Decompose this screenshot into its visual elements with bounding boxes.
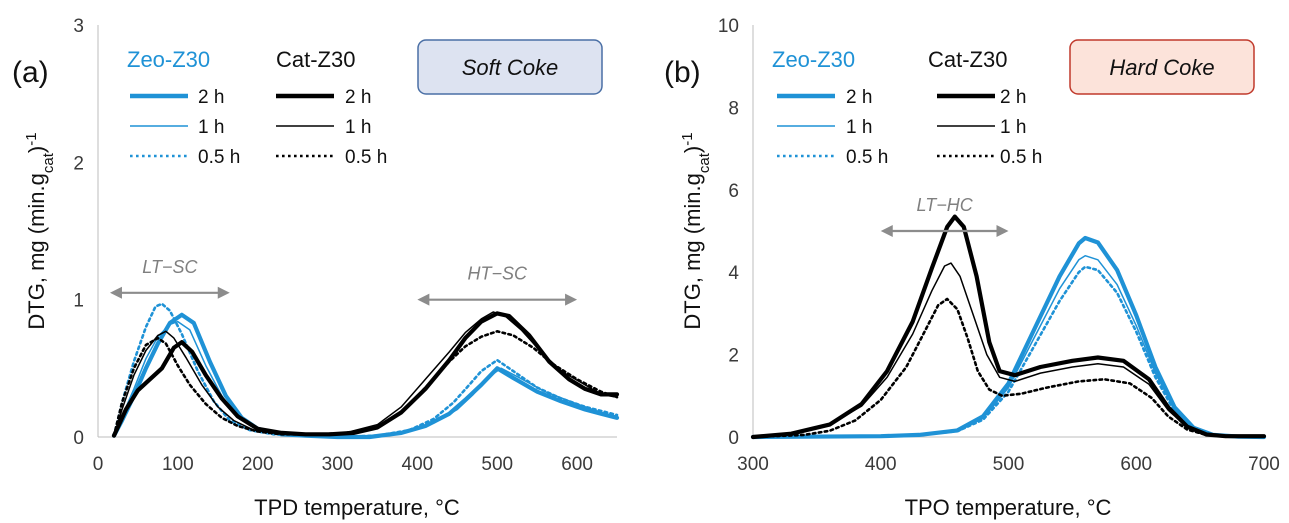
series-zeo-2h — [111, 312, 620, 440]
x-tick-label: 0 — [93, 454, 104, 475]
y-tick-label: 1 — [73, 291, 84, 312]
series-cat-2h — [750, 214, 1267, 440]
x-tick-label: 200 — [242, 454, 274, 475]
series-zeo-1h — [113, 320, 618, 438]
y-axis-label: DTG, mg (min.gcat)-1 — [23, 132, 57, 329]
series-zeo-2h — [750, 235, 1267, 440]
y-tick-label: 6 — [728, 181, 739, 202]
y-tick-label: 4 — [728, 263, 739, 284]
annotation-arrowhead-left — [417, 293, 430, 306]
panel-label: (b) — [664, 56, 701, 89]
annotations: LT−HC — [880, 195, 1009, 237]
series-cat-1h — [752, 262, 1265, 438]
y-axis-label-tail: ) — [680, 146, 705, 153]
legend-label-cat-05h: 0.5 h — [345, 147, 387, 168]
soft-coke-box — [417, 39, 603, 95]
hard-coke-label: Hard Coke — [1109, 55, 1214, 80]
legend-label-cat-2h: 2 h — [1000, 87, 1026, 108]
panel-a: 0 1 2 3 0 100 200 300 400 500 600 (a) Zeo-Z30 Cat… — [12, 16, 620, 520]
annotation-arrowhead-right — [217, 286, 230, 299]
x-tick-label: 500 — [993, 454, 1025, 475]
x-tick-label: 400 — [865, 454, 897, 475]
series-lines — [750, 214, 1267, 440]
hard-coke-box — [1069, 39, 1255, 95]
panel-label: (a) — [12, 56, 49, 89]
x-tick-label: 300 — [322, 454, 354, 475]
x-tick-label: 500 — [481, 454, 513, 475]
panel-b: 0 2 4 6 8 10 300 400 500 600 700 (b) Zeo-Z30 Cat-… — [664, 16, 1280, 520]
annotation-arrowhead-left — [109, 286, 122, 299]
x-tick-label: 600 — [561, 454, 593, 475]
x-tick-labels: 0 100 200 300 400 500 600 — [93, 454, 593, 475]
annotation-arrowhead-left — [880, 225, 893, 237]
legend-header-zeo: Zeo-Z30 — [127, 47, 210, 72]
x-axis-label: TPO temperature, °C — [905, 495, 1112, 520]
y-tick-label: 0 — [728, 428, 739, 449]
series-cat-05h — [751, 297, 1266, 439]
y-axis-label-sub: cat — [696, 152, 713, 173]
legend-header-zeo: Zeo-Z30 — [772, 47, 855, 72]
series-zeo-05h — [112, 302, 619, 439]
legend-header-cat: Cat-Z30 — [928, 47, 1007, 72]
x-tick-label: 100 — [162, 454, 194, 475]
y-tick-labels: 0 1 2 3 — [73, 16, 84, 449]
legend-header-cat: Cat-Z30 — [276, 47, 355, 72]
legend-label-zeo-1h: 1 h — [198, 117, 224, 138]
y-tick-label: 10 — [718, 16, 739, 37]
legend-label-cat-1h: 1 h — [345, 117, 371, 138]
legend-label-cat-05h: 0.5 h — [1000, 147, 1042, 168]
legend-label-zeo-05h: 0.5 h — [846, 147, 888, 168]
series-lines — [111, 302, 620, 440]
legend-label-cat-1h: 1 h — [1000, 117, 1026, 138]
legend-label-cat-2h: 2 h — [345, 87, 371, 108]
annotation-label: LT−HC — [917, 195, 974, 215]
x-tick-label: 600 — [1120, 454, 1152, 475]
annotation-arrowhead-right — [565, 293, 578, 306]
legend-label-zeo-2h: 2 h — [846, 87, 872, 108]
y-tick-label: 8 — [728, 98, 739, 119]
y-axis-label: DTG, mg (min.gcat)-1 — [679, 132, 713, 329]
y-axis-label-tail: ) — [24, 146, 49, 153]
y-tick-labels: 0 2 4 6 8 10 — [718, 16, 740, 449]
legend-label-zeo-2h: 2 h — [198, 87, 224, 108]
legend-label-zeo-05h: 0.5 h — [198, 147, 240, 168]
y-axis-label-sub: cat — [40, 152, 57, 173]
annotation-label: LT−SC — [142, 257, 198, 277]
y-tick-label: 2 — [728, 346, 739, 367]
annotations: LT−SC HT−SC — [109, 257, 578, 306]
y-axis-label-main: DTG, mg (min.g — [680, 173, 705, 329]
x-tick-label: 700 — [1248, 454, 1280, 475]
annotation-label: HT−SC — [467, 264, 528, 284]
x-tick-label: 300 — [737, 454, 769, 475]
y-tick-label: 2 — [73, 153, 84, 174]
y-axis-label-sup: -1 — [23, 132, 40, 145]
x-tick-labels: 300 400 500 600 700 — [737, 454, 1280, 475]
series-cat-2h — [111, 311, 620, 438]
series-zeo-1h — [752, 254, 1265, 438]
legend-label-zeo-1h: 1 h — [846, 117, 872, 138]
y-tick-label: 0 — [73, 428, 84, 449]
y-axis-label-sup: -1 — [679, 132, 696, 145]
y-tick-label: 3 — [73, 16, 84, 37]
x-tick-label: 400 — [402, 454, 434, 475]
soft-coke-label: Soft Coke — [462, 55, 559, 80]
x-axis-label: TPD temperature, °C — [254, 495, 460, 520]
series-zeo-05h — [751, 265, 1266, 439]
annotation-arrowhead-right — [996, 225, 1009, 237]
y-axis-label-main: DTG, mg (min.g — [24, 173, 49, 329]
